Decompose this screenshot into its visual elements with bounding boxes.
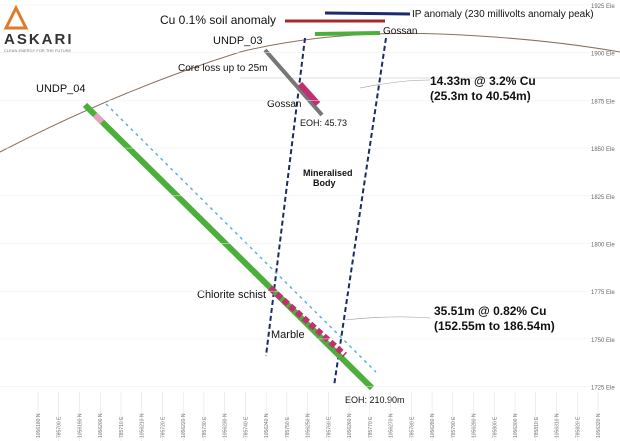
gossan-bar	[314, 31, 381, 36]
ip-anomaly	[324, 11, 411, 16]
elevation-label: 1775 Ele	[591, 290, 615, 296]
easting-label: 1056290 N	[472, 413, 478, 438]
easting-label: 1056190 N	[77, 413, 83, 438]
label: 35.51m @ 0.82% Cu	[434, 304, 546, 318]
easting-label: 1056210 N	[140, 413, 146, 438]
interval	[297, 81, 321, 107]
terrain	[0, 32, 620, 153]
easting-label: 785700 E	[57, 416, 63, 438]
interval	[268, 285, 347, 358]
elevation-label: 1825 Ele	[591, 195, 615, 201]
assay-trace	[105, 103, 377, 373]
label: EOH: 210.90m	[345, 395, 405, 405]
elevation-label: 1900 Ele	[591, 52, 615, 58]
drill-hole	[263, 48, 324, 117]
easting-label: 1056280 N	[430, 413, 436, 438]
body-boundary	[333, 37, 387, 387]
elevation-label: 1875 Ele	[591, 99, 615, 105]
easting-label: 1056260 N	[347, 413, 353, 438]
elevation-label: 1725 Ele	[591, 386, 615, 392]
leader	[344, 316, 431, 321]
easting-label: 1056320 N	[596, 413, 602, 438]
easting-label: 1056230 N	[223, 413, 229, 438]
body-boundary	[265, 37, 306, 357]
easting-label: 785790 E	[451, 416, 457, 438]
easting-label: 785720 E	[160, 416, 166, 438]
label: Gossan	[267, 99, 301, 110]
label: UNDP_04	[36, 83, 86, 95]
label: Gossan	[383, 26, 417, 37]
logo-mark	[3, 4, 29, 30]
label: (25.3m to 40.54m)	[430, 89, 531, 103]
label: (152.55m to 186.54m)	[434, 319, 555, 333]
easting-label: 1056310 N	[555, 413, 561, 438]
easting-label: 785750 E	[285, 416, 291, 438]
label: Mineralised	[303, 168, 353, 178]
easting-label: 1056200 N	[98, 413, 104, 438]
label: UNDP_03	[213, 35, 263, 47]
elevation-label: 1750 Ele	[591, 338, 615, 344]
easting-label: 1056220 N	[181, 413, 187, 438]
label: IP anomaly (230 millivolts anomaly peak)	[412, 9, 594, 20]
label: Chlorite schist	[197, 289, 266, 301]
easting-label: 785820 E	[575, 416, 581, 438]
label: Core loss up to 25m	[178, 63, 268, 74]
leader	[359, 79, 431, 89]
easting-label: 1056270 N	[389, 413, 395, 438]
label: EOH: 45.73	[300, 118, 347, 128]
easting-label: 1056300 N	[513, 413, 519, 438]
easting-label: 785740 E	[243, 416, 249, 438]
label: Cu 0.1% soil anomaly	[160, 13, 276, 27]
label: Marble	[271, 329, 305, 341]
easting-label: 785780 E	[409, 416, 415, 438]
label: 14.33m @ 3.2% Cu	[430, 74, 536, 88]
drill-hole	[82, 102, 375, 391]
logo-name: ASKARI	[4, 31, 74, 48]
interval	[92, 112, 105, 125]
easting-label: 785760 E	[326, 416, 332, 438]
elevation-label: 1800 Ele	[591, 243, 615, 249]
easting-label: 785710 E	[119, 416, 125, 438]
easting-label: 1056240 N	[264, 413, 270, 438]
easting-label: 785810 E	[534, 416, 540, 438]
easting-label: 785730 E	[202, 416, 208, 438]
label: Body	[313, 178, 336, 188]
elevation-label: 1925 Ele	[591, 4, 615, 10]
elevation-label: 1850 Ele	[591, 147, 615, 153]
easting-label: 1056180 N	[36, 413, 42, 438]
easting-label: 785800 E	[492, 416, 498, 438]
easting-label: 785770 E	[368, 416, 374, 438]
easting-label: 1056250 N	[306, 413, 312, 438]
logo-tagline: CLEAN ENERGY FOR THE FUTURE	[4, 48, 72, 53]
